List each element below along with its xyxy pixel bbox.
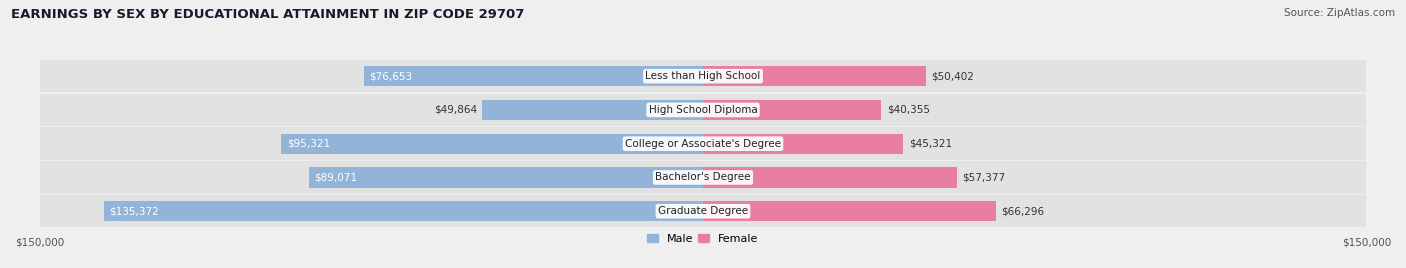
Text: $95,321: $95,321 — [287, 139, 330, 149]
Text: $49,864: $49,864 — [434, 105, 477, 115]
Text: High School Diploma: High School Diploma — [648, 105, 758, 115]
Bar — [39, 195, 1367, 228]
Bar — [482, 100, 703, 120]
Bar — [281, 133, 703, 154]
Bar — [309, 167, 703, 188]
Text: Less than High School: Less than High School — [645, 71, 761, 81]
Bar — [39, 128, 1367, 160]
Text: $45,321: $45,321 — [908, 139, 952, 149]
Text: College or Associate's Degree: College or Associate's Degree — [626, 139, 780, 149]
Text: $57,377: $57,377 — [962, 173, 1005, 183]
Bar — [104, 201, 703, 221]
Text: $50,402: $50,402 — [931, 71, 974, 81]
Bar — [39, 161, 1367, 194]
Text: Source: ZipAtlas.com: Source: ZipAtlas.com — [1284, 8, 1395, 18]
Text: $40,355: $40,355 — [887, 105, 929, 115]
Text: $76,653: $76,653 — [370, 71, 412, 81]
Bar — [703, 133, 904, 154]
Bar — [703, 201, 997, 221]
Bar — [39, 94, 1367, 126]
Text: $66,296: $66,296 — [1001, 206, 1045, 216]
Text: $89,071: $89,071 — [315, 173, 357, 183]
Bar — [39, 60, 1367, 92]
Text: Graduate Degree: Graduate Degree — [658, 206, 748, 216]
Legend: Male, Female: Male, Female — [647, 234, 759, 244]
Text: $135,372: $135,372 — [110, 206, 159, 216]
Bar — [703, 167, 956, 188]
Text: Bachelor's Degree: Bachelor's Degree — [655, 173, 751, 183]
Bar — [703, 66, 927, 86]
Bar — [364, 66, 703, 86]
Text: EARNINGS BY SEX BY EDUCATIONAL ATTAINMENT IN ZIP CODE 29707: EARNINGS BY SEX BY EDUCATIONAL ATTAINMEN… — [11, 8, 524, 21]
Bar — [703, 100, 882, 120]
